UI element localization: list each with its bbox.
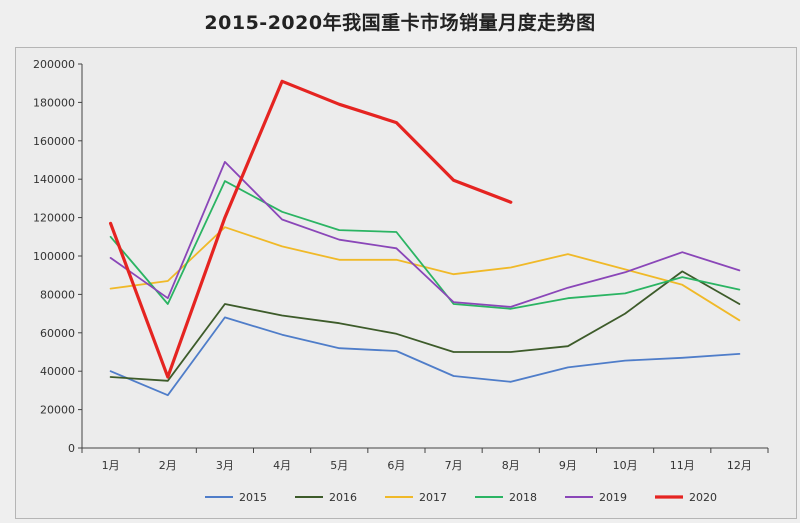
x-tick-label: 6月 xyxy=(387,459,405,472)
y-tick-label: 160000 xyxy=(33,135,75,148)
y-tick-label: 0 xyxy=(68,442,75,455)
x-tick-label: 2月 xyxy=(159,459,177,472)
x-tick-label: 7月 xyxy=(445,459,463,472)
y-tick-label: 80000 xyxy=(40,288,75,301)
series-line-2015 xyxy=(109,316,741,397)
y-tick-label: 140000 xyxy=(33,173,75,186)
y-tick-label: 120000 xyxy=(33,212,75,225)
legend-label-2020: 2020 xyxy=(689,491,717,504)
x-tick-label: 10月 xyxy=(613,459,638,472)
legend-label-2017: 2017 xyxy=(419,491,447,504)
legend-label-2018: 2018 xyxy=(509,491,537,504)
x-tick-label: 1月 xyxy=(102,459,120,472)
y-tick-label: 20000 xyxy=(40,404,75,417)
y-tick-label: 40000 xyxy=(40,365,75,378)
y-tick-label: 60000 xyxy=(40,327,75,340)
legend-label-2015: 2015 xyxy=(239,491,267,504)
chart-title: 2015-2020年我国重卡市场销量月度走势图 xyxy=(204,12,596,34)
x-tick-label: 11月 xyxy=(670,459,695,472)
y-tick-label: 100000 xyxy=(33,250,75,263)
x-tick-label: 3月 xyxy=(216,459,234,472)
series-line-2018 xyxy=(109,180,741,310)
x-tick-label: 9月 xyxy=(559,459,577,472)
series-line-2020 xyxy=(108,79,513,379)
y-tick-label: 180000 xyxy=(33,96,75,109)
x-tick-label: 8月 xyxy=(502,459,520,472)
legend-label-2019: 2019 xyxy=(599,491,627,504)
x-tick-label: 5月 xyxy=(330,459,348,472)
y-tick-label: 200000 xyxy=(33,58,75,71)
legend-label-2016: 2016 xyxy=(329,491,357,504)
x-tick-label: 4月 xyxy=(273,459,291,472)
series-line-2019 xyxy=(109,160,741,308)
x-tick-label: 12月 xyxy=(727,459,752,472)
series-line-2016 xyxy=(109,270,741,382)
